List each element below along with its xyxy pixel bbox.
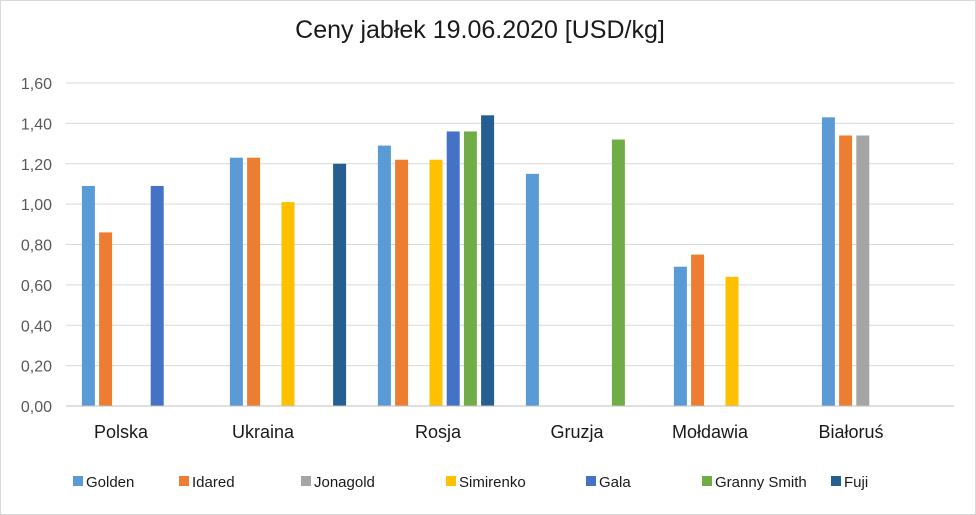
- legend-swatch: [446, 476, 456, 486]
- bar: [611, 139, 625, 406]
- legend-label: Idared: [192, 474, 235, 491]
- y-tick-label: 0,40: [21, 318, 52, 335]
- bar: [429, 159, 443, 406]
- grid-lines: [66, 82, 954, 367]
- bar: [481, 115, 495, 407]
- legend-swatch: [831, 476, 841, 486]
- bar: [229, 157, 243, 406]
- x-tick-label: Gruzja: [550, 422, 604, 442]
- bar: [856, 135, 870, 407]
- legend-swatch: [301, 476, 311, 486]
- bar: [99, 232, 113, 406]
- bar: [377, 145, 391, 407]
- y-tick-label: 0,80: [21, 238, 52, 255]
- bar: [691, 254, 705, 406]
- bar: [463, 131, 477, 406]
- y-tick-label: 0,20: [21, 359, 52, 376]
- y-axis-ticks: 0,00 0,20 0,40 0,60 0,80 1,00 1,20 1,40 1,60: [21, 76, 52, 416]
- bar: [281, 202, 295, 406]
- legend-label: Fuji: [844, 474, 868, 491]
- bars: [81, 115, 870, 407]
- x-axis-ticks: Polska Ukraina Rosja Gruzja Mołdawia Białoruś: [94, 422, 884, 442]
- y-tick-label: 0,00: [21, 399, 52, 416]
- legend-label: Simirenko: [459, 474, 526, 491]
- legend-label: Gala: [599, 474, 631, 491]
- y-tick-label: 1,20: [21, 157, 52, 174]
- x-tick-label: Rosja: [415, 422, 462, 442]
- bar: [725, 276, 739, 406]
- legend-label: Granny Smith: [715, 474, 807, 491]
- bar: [821, 117, 835, 406]
- bar: [395, 159, 409, 406]
- bar: [150, 185, 164, 406]
- bar: [81, 185, 95, 406]
- legend-swatch: [73, 476, 83, 486]
- legend-label: Jonagold: [314, 474, 375, 491]
- bar: [673, 266, 687, 406]
- bar: [247, 157, 261, 406]
- bar: [839, 135, 853, 407]
- legend-swatch: [702, 476, 712, 486]
- bar: [525, 173, 539, 406]
- x-tick-label: Polska: [94, 422, 149, 442]
- x-tick-label: Ukraina: [232, 422, 295, 442]
- x-tick-label: Mołdawia: [672, 422, 749, 442]
- legend-swatch: [179, 476, 189, 486]
- y-tick-label: 1,00: [21, 197, 52, 214]
- bar: [446, 131, 460, 406]
- legend-swatch: [586, 476, 596, 486]
- x-tick-label: Białoruś: [818, 422, 883, 442]
- y-tick-label: 0,60: [21, 278, 52, 295]
- y-tick-label: 1,60: [21, 76, 52, 93]
- legend-label: Golden: [86, 474, 134, 491]
- y-tick-label: 1,40: [21, 116, 52, 133]
- chart-title: Ceny jabłek 19.06.2020 [USD/kg]: [295, 16, 665, 44]
- bar: [333, 163, 347, 406]
- legend: Golden Idared Jonagold Simirenko Gala Granny …: [73, 474, 868, 491]
